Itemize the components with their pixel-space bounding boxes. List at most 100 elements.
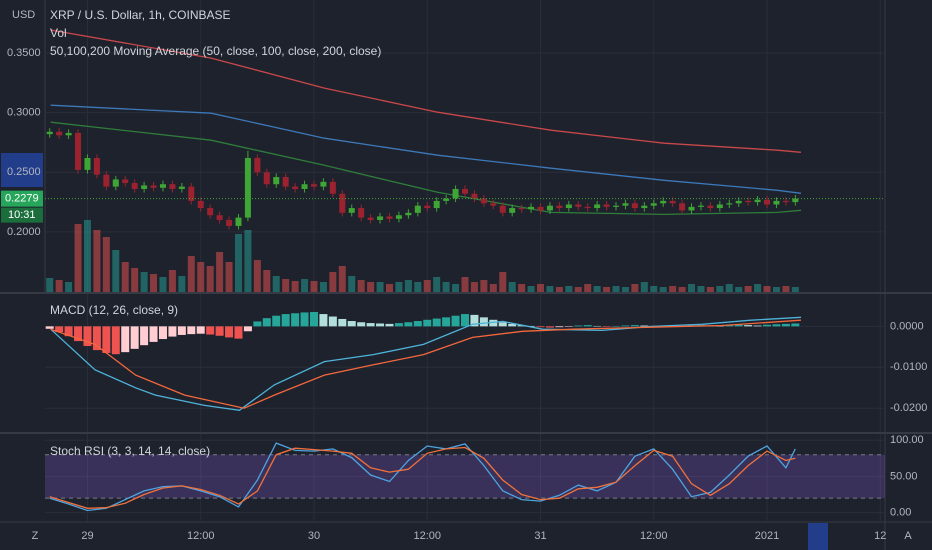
volume-bar [131,268,139,292]
candle-body [745,200,752,203]
x-tick-label: 12:00 [640,530,668,542]
histogram-bar [328,316,337,327]
candle-body [754,199,761,203]
volume-bar [253,260,261,292]
volume-bar [348,276,356,292]
histogram-bar [102,326,111,353]
volume-bar [357,280,365,292]
volume-bar [159,277,167,292]
volume-bar [404,280,412,292]
volume-bar [140,272,148,292]
volume-bar [744,286,752,292]
volume-bar [518,284,526,292]
histogram-bar [64,326,73,337]
volume-bar [537,284,545,292]
candle-body [358,208,365,218]
y-tick-label: -0.0100 [890,361,927,373]
volume-bar [631,284,639,292]
histogram-bar [357,322,366,327]
y-tick-label: 0.3000 [7,107,41,119]
volume-bar [385,284,393,292]
volume-bar [772,287,780,292]
histogram-bar [772,324,781,327]
volume-bar [527,286,535,292]
candle-body [726,203,733,205]
volume-bar [225,262,233,292]
volume-bar [121,262,129,292]
candle-body [310,184,317,187]
candle-body [679,203,686,211]
volume-bar [263,270,271,292]
chart-title: XRP / U.S. Dollar, 1h, COINBASE [50,8,231,22]
histogram-bar [763,324,772,327]
candle-body [584,206,591,209]
candle-body [528,206,535,210]
volume-bar [319,282,327,292]
candle-body [499,205,506,213]
candle-body [226,219,233,226]
histogram-bar [83,326,92,347]
volume-bar [603,287,611,292]
candle-body [207,208,214,216]
candle-body [480,198,487,204]
volume-bar [716,286,724,292]
volume-bar [650,286,658,292]
histogram-bar [744,325,753,327]
volume-bar [112,250,120,292]
candle-body [169,184,176,189]
candle-body [386,216,393,219]
histogram-bar [281,314,290,327]
y-tick-label: -0.0200 [890,402,927,414]
candle-body [660,200,667,204]
candle-body [669,200,676,204]
volume-bar [688,284,696,292]
countdown-tag [1,207,43,223]
candle-body [575,204,582,207]
candle-body [471,193,478,199]
histogram-bar [55,326,64,333]
candle-body [216,215,223,220]
candle-body [641,205,648,209]
marks [45,29,885,512]
candle-body [490,203,497,206]
volume-bar [782,286,790,292]
volume-bar [206,266,214,292]
auto-scale-button[interactable]: A [904,530,912,542]
candle-body [93,157,100,175]
candle-body [46,131,53,135]
histogram-bar [300,312,309,327]
volume-bar [65,282,73,292]
candle-body [594,204,601,209]
candle-body [367,217,374,220]
volume-bar [735,287,743,292]
y-tick-label: 0.2000 [7,226,41,238]
histogram-bar [734,324,743,327]
histogram-bar [215,326,224,336]
candle-body [546,205,553,211]
candle-body [84,157,91,170]
volume-bar [470,282,478,292]
volume-bar [508,282,516,292]
volume-bar [150,274,158,292]
timezone-button[interactable]: Z [32,530,39,542]
candle-body [613,205,620,207]
volume-bar [46,278,54,292]
volume-bar [659,287,667,292]
histogram-bar [479,317,488,327]
candle-body [254,157,261,173]
volume-bar [697,286,705,292]
x-tick-label: 31 [534,530,546,542]
candle-body [112,179,119,187]
volume-bar [423,280,431,292]
histogram-bar [451,315,460,327]
histogram-bar [583,325,592,327]
histogram-bar [432,318,441,327]
volume-bar [102,237,110,292]
histogram-bar [385,323,394,327]
histogram-bar [177,326,186,335]
histogram-bar [130,326,139,349]
y-tick-label: 0.3500 [7,47,41,59]
x-tick-label: 30 [308,530,320,542]
histogram-bar [309,312,318,327]
